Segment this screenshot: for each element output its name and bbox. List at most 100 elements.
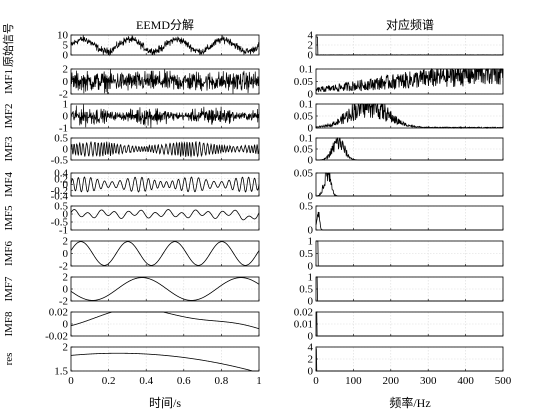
y-tick-label: 0	[308, 50, 314, 62]
spectrum-panel-4: 00.05	[294, 168, 504, 203]
spectrum-panel-2: 00.050.1	[294, 99, 504, 135]
x-tick-label: 1	[256, 375, 262, 387]
series-line	[316, 36, 504, 56]
right-x-axis-label: 频率/Hz	[389, 395, 430, 410]
time-panel-1: -202 IMF1	[3, 64, 260, 101]
y-tick-label: 0.1	[299, 133, 313, 145]
y-tick-label: 0	[308, 296, 314, 308]
y-tick-label: 0	[308, 155, 314, 167]
series-line	[70, 34, 260, 57]
series-line	[70, 104, 260, 129]
x-tick-label: 500	[495, 375, 512, 387]
y-tick-label: 0	[308, 225, 314, 237]
y-tick-label: -0.02	[45, 331, 68, 343]
y-tick-label: 0	[63, 144, 69, 156]
x-tick-label: 0.6	[177, 375, 191, 387]
time-panel-6: -202 IMF6	[3, 236, 260, 273]
x-tick-label: 200	[383, 375, 400, 387]
panel-ylabel: IMF1	[3, 69, 15, 94]
series-line	[70, 68, 260, 94]
y-tick-label: 2	[63, 272, 69, 284]
panel-ylabel: IMF5	[3, 205, 15, 231]
y-tick-label: 0.4	[54, 168, 68, 180]
y-tick-label: 0	[63, 179, 69, 191]
y-tick-label: -0.5	[51, 155, 69, 167]
series-line	[315, 211, 503, 231]
time-panel-3: -0.500.5 IMF3	[3, 133, 260, 167]
series-line	[315, 172, 503, 197]
y-tick-label: 0	[308, 331, 314, 343]
y-tick-label: 0.5	[299, 201, 313, 213]
panel-ylabel: IMF7	[3, 276, 15, 302]
spectrum-panel-0: 024	[308, 30, 504, 62]
panel-ylabel: IMF2	[3, 103, 15, 128]
series-line	[70, 141, 260, 158]
x-tick-label: 0.4	[139, 375, 153, 387]
y-tick-label: -1	[59, 123, 68, 135]
x-tick-label: 0	[68, 375, 74, 387]
y-tick-label: 10	[57, 30, 69, 42]
series-line	[70, 209, 260, 221]
time-panel-2: -101 IMF2	[3, 99, 260, 135]
y-tick-label: 0	[63, 50, 69, 62]
y-tick-label: 0.2	[54, 173, 68, 185]
y-tick-label: 0	[63, 284, 69, 296]
y-tick-label: 0.5	[299, 284, 313, 296]
spectrum-panel-8: 00.010.02	[294, 307, 504, 343]
y-tick-label: 0.5	[54, 201, 68, 213]
y-tick-label: 0.05	[294, 144, 314, 156]
y-tick-label: 0	[308, 261, 314, 273]
time-panel-9: 1.5 2 0 0.2 0.4 0.6 0.8 1 res	[3, 342, 262, 388]
y-tick-label: -1	[59, 225, 68, 237]
y-tick-label: 0.1	[299, 99, 313, 111]
series-line	[70, 241, 260, 266]
y-tick-label: 0.1	[299, 64, 313, 76]
panel-ylabel: 原始信号	[1, 23, 15, 67]
y-tick-label: 0	[63, 111, 69, 123]
y-tick-label: 0.05	[294, 111, 314, 123]
y-tick-label: -0.5	[51, 217, 69, 229]
y-tick-label: 0	[63, 209, 69, 221]
y-tick-label: 4	[308, 30, 314, 42]
series-line	[70, 176, 260, 193]
spectrum-panel-6: 00.51	[299, 236, 504, 273]
y-tick-label: 2	[308, 40, 314, 52]
series-line	[315, 67, 504, 93]
y-tick-label: 0	[63, 248, 69, 260]
panels: 0510原始信号-202IMF1-101IMF2-0.500.5IMF3-0.4…	[1, 23, 512, 387]
spectrum-panel-7: 00.51	[299, 272, 504, 308]
series-line	[315, 348, 503, 372]
y-tick-label: 0	[308, 89, 314, 101]
x-tick-label: 400	[457, 375, 474, 387]
series-line	[70, 277, 260, 301]
y-tick-label: -2	[59, 261, 68, 273]
y-tick-label: 1.5	[54, 366, 68, 378]
axes-frame	[70, 346, 260, 372]
y-tick-label: -2	[59, 296, 68, 308]
y-tick-label: 0.5	[299, 248, 313, 260]
axes-frame	[70, 205, 260, 231]
y-tick-label: 1	[308, 236, 314, 248]
y-tick-label: 1	[308, 272, 314, 284]
series-line	[70, 311, 260, 330]
panel-ylabel: IMF4	[3, 171, 15, 197]
y-tick-label: 0.05	[294, 168, 314, 180]
spectrum-panel-5: 00.5	[299, 201, 504, 237]
y-tick-label: 5	[63, 40, 69, 52]
series-line	[70, 352, 259, 372]
x-tick-label: 300	[420, 375, 437, 387]
y-tick-label: 2	[63, 64, 69, 76]
time-panel-7: -202 IMF7	[3, 272, 260, 308]
panel-ylabel: IMF3	[3, 136, 15, 162]
axes-frame	[315, 172, 504, 197]
left-x-axis-label: 时间/s	[149, 396, 181, 410]
y-tick-label: 0.5	[54, 133, 68, 145]
y-tick-label: 2	[63, 342, 69, 354]
panel-ylabel: res	[3, 353, 15, 366]
x-tick-label: 0.2	[102, 375, 116, 387]
time-panel-5: -1-0.500.5 IMF5	[3, 201, 260, 237]
y-tick-label: 0.02	[49, 307, 68, 319]
